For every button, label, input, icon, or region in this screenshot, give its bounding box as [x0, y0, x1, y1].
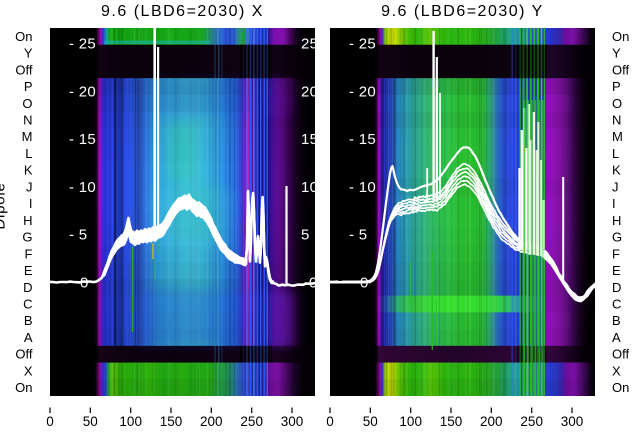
svg-text:Y: Y — [24, 46, 33, 61]
svg-text:K: K — [24, 163, 33, 178]
svg-text:H: H — [23, 213, 32, 228]
svg-text:150: 150 — [160, 414, 183, 429]
svg-text:300: 300 — [281, 414, 304, 429]
svg-text:G: G — [22, 230, 32, 245]
svg-text:B: B — [612, 313, 621, 328]
svg-text:Dipole: Dipole — [0, 182, 9, 229]
svg-text:0: 0 — [46, 414, 54, 429]
svg-text:0: 0 — [80, 275, 89, 292]
svg-text:C: C — [23, 297, 32, 312]
svg-text:0: 0 — [326, 414, 334, 429]
svg-text:Off: Off — [15, 62, 32, 77]
svg-text:B: B — [24, 313, 33, 328]
svg-text:200: 200 — [200, 414, 223, 429]
svg-text:E: E — [24, 263, 33, 278]
svg-text:- 5: - 5 — [69, 227, 87, 244]
svg-text:25: 25 — [301, 36, 318, 53]
svg-text:- 15: - 15 — [69, 131, 96, 148]
svg-text:D: D — [23, 280, 32, 295]
svg-text:P: P — [24, 79, 33, 94]
svg-text:0: 0 — [309, 275, 318, 292]
svg-text:9.6 (LBD6=2030) Y: 9.6 (LBD6=2030) Y — [381, 3, 544, 20]
svg-text:- 25: - 25 — [69, 36, 96, 53]
svg-text:Off: Off — [612, 347, 629, 362]
svg-text:A: A — [24, 330, 33, 345]
svg-text:A: A — [612, 330, 621, 345]
svg-text:100: 100 — [399, 414, 422, 429]
svg-text:5: 5 — [301, 227, 310, 244]
svg-text:100: 100 — [119, 414, 142, 429]
svg-text:L: L — [612, 146, 619, 161]
svg-text:- 5: - 5 — [349, 227, 367, 244]
svg-text:- 25: - 25 — [349, 36, 376, 53]
svg-text:On: On — [15, 380, 32, 395]
svg-text:- 10: - 10 — [349, 179, 376, 196]
svg-text:- 20: - 20 — [69, 83, 96, 100]
svg-text:C: C — [612, 297, 621, 312]
svg-text:D: D — [612, 280, 621, 295]
svg-text:O: O — [22, 96, 32, 111]
svg-text:E: E — [612, 263, 621, 278]
svg-text:50: 50 — [363, 414, 378, 429]
svg-text:200: 200 — [480, 414, 503, 429]
svg-text:9.6 (LBD6=2030) X: 9.6 (LBD6=2030) X — [101, 3, 264, 20]
svg-text:- 20: - 20 — [349, 83, 376, 100]
svg-text:F: F — [612, 246, 620, 261]
svg-text:L: L — [25, 146, 32, 161]
svg-text:X: X — [612, 363, 621, 378]
svg-text:X: X — [24, 363, 33, 378]
svg-text:On: On — [612, 380, 629, 395]
svg-text:J: J — [26, 179, 33, 194]
svg-text:I: I — [612, 196, 616, 211]
svg-text:0: 0 — [360, 275, 369, 292]
svg-text:- 10: - 10 — [69, 179, 96, 196]
svg-text:250: 250 — [520, 414, 543, 429]
svg-text:Y: Y — [612, 46, 621, 61]
svg-text:50: 50 — [83, 414, 98, 429]
svg-text:F: F — [25, 246, 33, 261]
svg-text:Off: Off — [612, 62, 629, 77]
svg-text:M: M — [612, 129, 623, 144]
svg-text:J: J — [612, 179, 619, 194]
svg-text:10: 10 — [301, 179, 318, 196]
svg-text:15: 15 — [301, 131, 318, 148]
svg-text:150: 150 — [440, 414, 463, 429]
svg-text:P: P — [612, 79, 621, 94]
svg-text:On: On — [15, 29, 32, 44]
svg-text:- 15: - 15 — [349, 131, 376, 148]
svg-text:G: G — [612, 230, 622, 245]
svg-text:H: H — [612, 213, 621, 228]
svg-text:N: N — [23, 113, 32, 128]
svg-text:20: 20 — [301, 83, 318, 100]
svg-text:On: On — [612, 29, 629, 44]
svg-text:300: 300 — [561, 414, 584, 429]
svg-text:Off: Off — [15, 347, 32, 362]
svg-text:I: I — [29, 196, 33, 211]
svg-text:250: 250 — [240, 414, 263, 429]
svg-text:N: N — [612, 113, 621, 128]
svg-text:O: O — [612, 96, 622, 111]
svg-text:K: K — [612, 163, 621, 178]
svg-text:M: M — [22, 129, 33, 144]
